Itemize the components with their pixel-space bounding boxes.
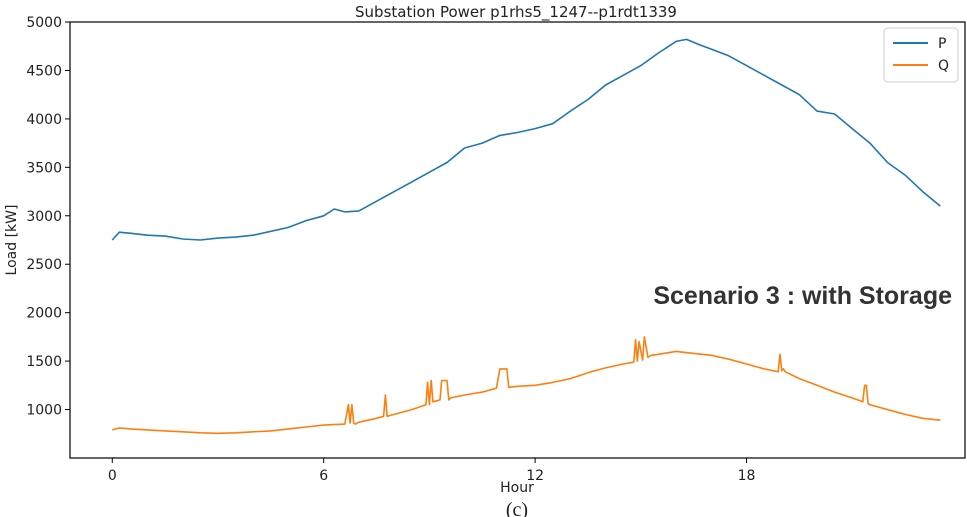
y-tick-label: 4500 xyxy=(26,63,62,79)
y-tick-label: 5000 xyxy=(26,15,62,31)
y-tick-label: 3500 xyxy=(26,160,62,176)
figure-caption: (c) xyxy=(506,499,528,517)
legend: PQ xyxy=(883,27,959,83)
x-tick-label: 6 xyxy=(319,468,328,484)
x-axis-label: Hour xyxy=(500,480,534,496)
x-tick-label: 18 xyxy=(738,468,756,484)
series-line-q xyxy=(112,336,941,435)
series-group xyxy=(111,38,941,435)
y-tick-label: 3000 xyxy=(26,209,62,225)
y-axis: 1000 1500 2000 2500 3000 3500 4000 4500 5000 xyxy=(26,15,70,419)
y-tick-label: 2000 xyxy=(26,306,62,322)
y-tick-label: 1500 xyxy=(26,354,62,370)
legend-label-q: Q xyxy=(938,58,949,74)
y-axis-label: Load [kW] xyxy=(4,205,20,276)
x-tick-label: 12 xyxy=(526,468,544,484)
legend-box xyxy=(883,27,959,83)
y-tick-label: 1000 xyxy=(26,403,62,419)
x-tick-label: 0 xyxy=(108,468,117,484)
series-line-p xyxy=(111,38,941,241)
y-tick-label: 4000 xyxy=(26,112,62,128)
x-axis: 0 6 12 18 xyxy=(108,458,756,484)
chart-title: Substation Power p1rhs5_1247--p1rdt1339 xyxy=(355,3,677,22)
legend-label-p: P xyxy=(938,36,946,52)
scenario-annotation: Scenario 3 : with Storage xyxy=(653,282,952,310)
y-tick-label: 2500 xyxy=(26,257,62,273)
plot-frame xyxy=(69,21,966,459)
